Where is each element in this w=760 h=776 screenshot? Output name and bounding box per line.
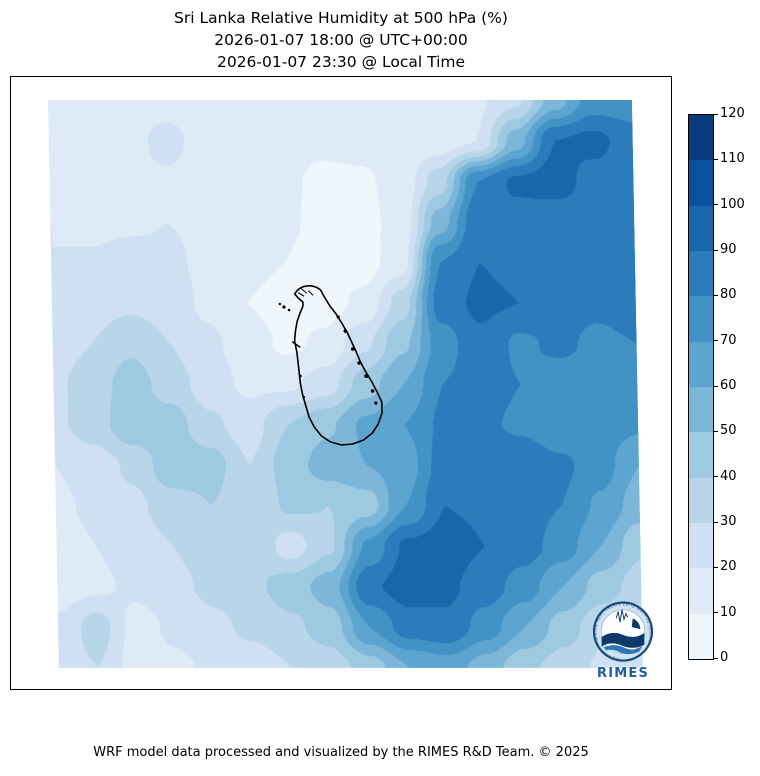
colorbar-tick-label: 80 xyxy=(720,287,737,303)
colorbar-tick-mark xyxy=(713,204,718,206)
colorbar-tick-label: 90 xyxy=(720,242,737,257)
colorbar-cell xyxy=(689,613,713,659)
colorbar-tick-mark xyxy=(713,340,718,342)
colorbar-cell xyxy=(689,250,713,297)
colorbar-cell xyxy=(689,477,713,523)
colorbar-cell xyxy=(689,568,713,614)
colorbar-tick-label: 0 xyxy=(720,650,729,665)
rimes-logo: Regional Integrated Multi-Hazard Early W… xyxy=(588,599,658,685)
colorbar xyxy=(688,114,714,660)
colorbar-tick-mark xyxy=(713,657,718,659)
colorbar-tick-label: 50 xyxy=(720,423,737,439)
footer-credit: WRF model data processed and visualized … xyxy=(93,745,589,760)
colorbar-tick-label: 40 xyxy=(720,468,737,484)
map-data-region xyxy=(48,100,643,668)
colorbar-tick-label: 110 xyxy=(720,151,745,167)
colorbar-cell xyxy=(689,341,713,387)
colorbar-tick-mark xyxy=(713,294,718,297)
colorbar-tick-label: 70 xyxy=(720,332,737,348)
plot-subtitle-local: 2026-01-07 23:30 @ Local Time xyxy=(216,53,466,71)
plot-title-block: Sri Lanka Relative Humidity at 500 hPa (… xyxy=(10,7,672,73)
colorbar-tick-label: 120 xyxy=(720,106,745,121)
colorbar-tick-mark xyxy=(713,430,718,433)
colorbar-cell xyxy=(689,296,713,342)
colorbar-cell xyxy=(689,432,713,478)
colorbar-tick-mark xyxy=(713,476,718,478)
colorbar-cell xyxy=(689,160,713,206)
colorbar-tick-mark xyxy=(713,158,718,161)
contour-map-canvas xyxy=(48,100,643,668)
colorbar-tick-label: 10 xyxy=(720,604,737,620)
colorbar-cell xyxy=(689,205,713,251)
colorbar-tick-label: 100 xyxy=(720,196,745,212)
plot-title: Sri Lanka Relative Humidity at 500 hPa (… xyxy=(174,9,508,27)
colorbar-cell xyxy=(689,386,713,433)
colorbar-tick-label: 60 xyxy=(720,378,737,393)
colorbar-tick-mark xyxy=(713,566,718,569)
rimes-logo-label: RIMES xyxy=(596,666,650,681)
colorbar-tick-mark xyxy=(713,612,718,614)
colorbar-cell xyxy=(689,115,713,161)
plot-subtitle-utc: 2026-01-07 18:00 @ UTC+00:00 xyxy=(214,31,468,49)
colorbar-tick-mark xyxy=(713,385,718,387)
colorbar-tick-label: 30 xyxy=(720,514,737,529)
colorbar-tick-mark xyxy=(713,113,718,115)
rimes-logo-icon: Regional Integrated Multi-Hazard Early W… xyxy=(592,601,653,662)
colorbar-cell xyxy=(689,522,713,569)
colorbar-tick-mark xyxy=(713,249,718,251)
colorbar-tick-mark xyxy=(713,521,718,523)
colorbar-tick-label: 20 xyxy=(720,559,737,575)
